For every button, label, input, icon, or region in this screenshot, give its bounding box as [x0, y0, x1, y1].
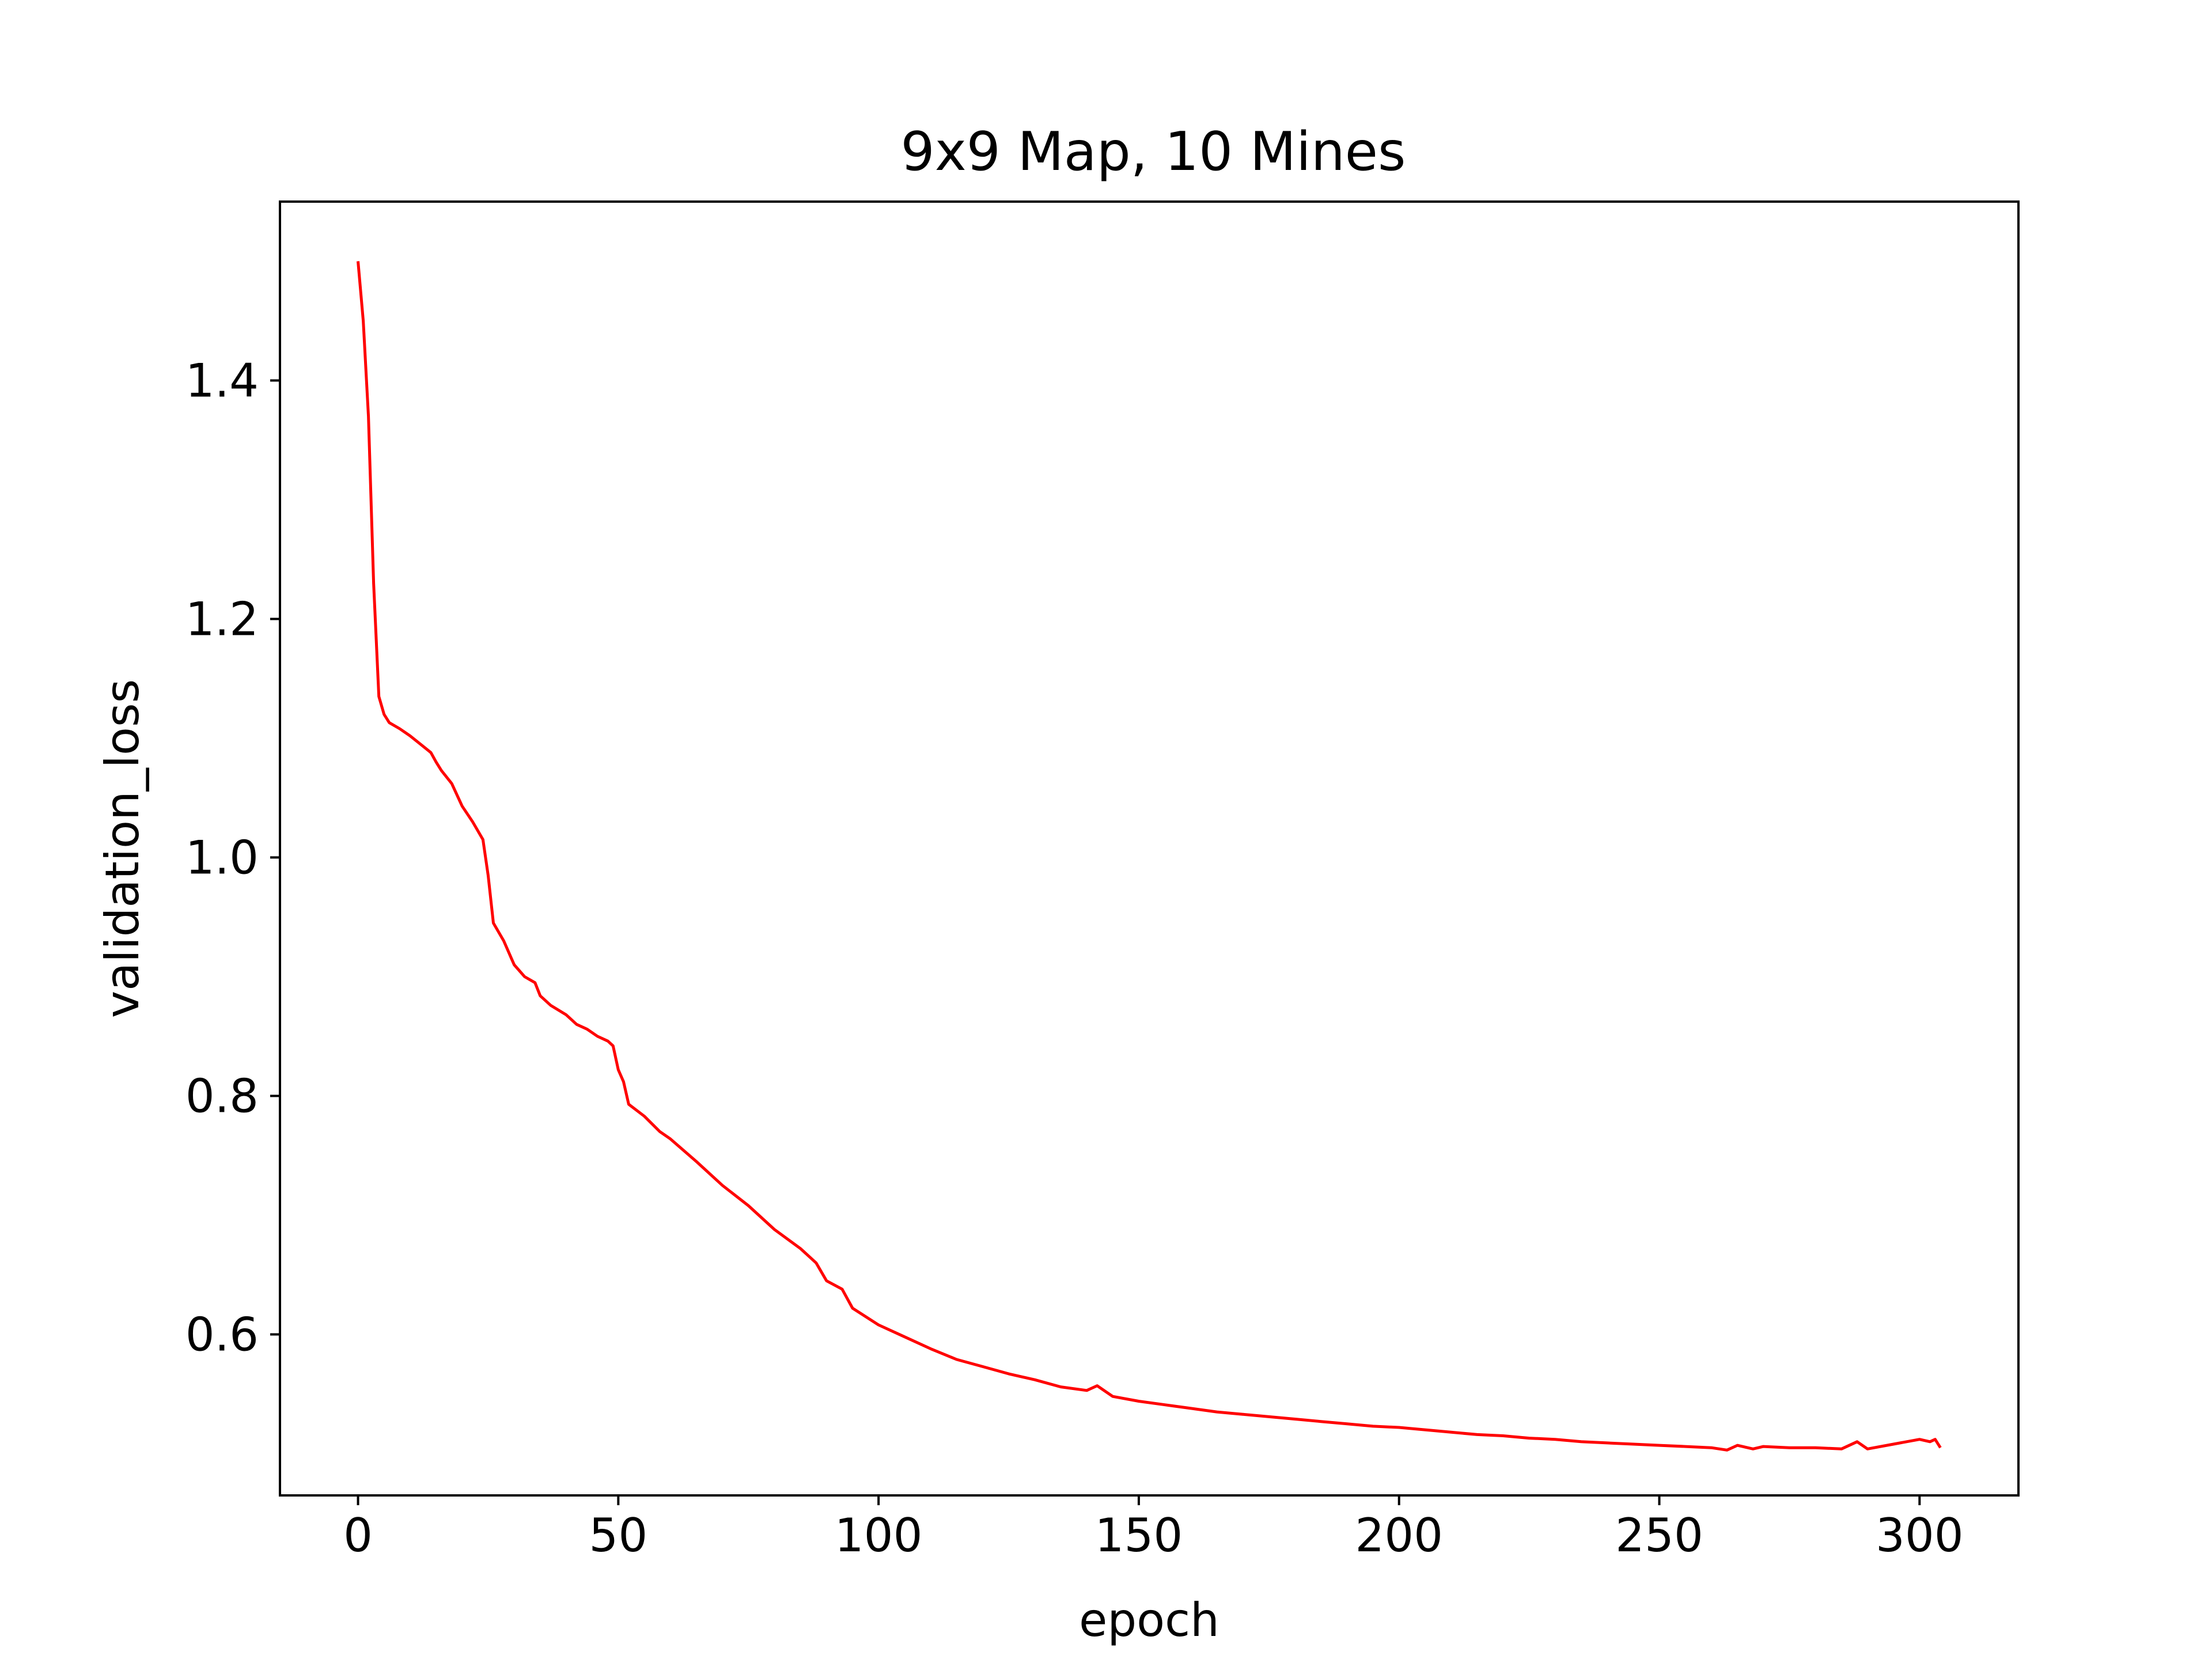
plot-frame: [279, 200, 2020, 1497]
series-line: [357, 261, 1942, 1452]
x-axis: 0 50 100 150 200 250 300: [343, 1495, 1964, 1562]
x-tick-label: 100: [835, 1509, 923, 1562]
x-tick-label: 300: [1876, 1509, 1964, 1562]
y-tick-label: 1.2: [185, 593, 259, 646]
x-tick-label: 50: [589, 1509, 647, 1562]
series-layer: [357, 261, 1942, 1452]
x-tick-label: 150: [1095, 1509, 1183, 1562]
y-axis-label: validation_loss: [96, 679, 149, 1018]
y-tick-label: 0.6: [185, 1308, 259, 1362]
x-axis-label: epoch: [1079, 1593, 1219, 1647]
x-tick-label: 250: [1615, 1509, 1703, 1562]
y-tick-label: 1.4: [185, 354, 259, 408]
plot-area: [279, 200, 2020, 1497]
x-tick-label: 200: [1355, 1509, 1443, 1562]
x-tick-label: 0: [343, 1509, 373, 1562]
y-tick-label: 0.8: [185, 1070, 259, 1123]
y-axis: 0.6 0.8 1.0 1.2 1.4: [185, 354, 280, 1362]
y-tick-label: 1.0: [185, 831, 259, 885]
chart-title: 9x9 Map, 10 Mines: [901, 120, 1406, 183]
